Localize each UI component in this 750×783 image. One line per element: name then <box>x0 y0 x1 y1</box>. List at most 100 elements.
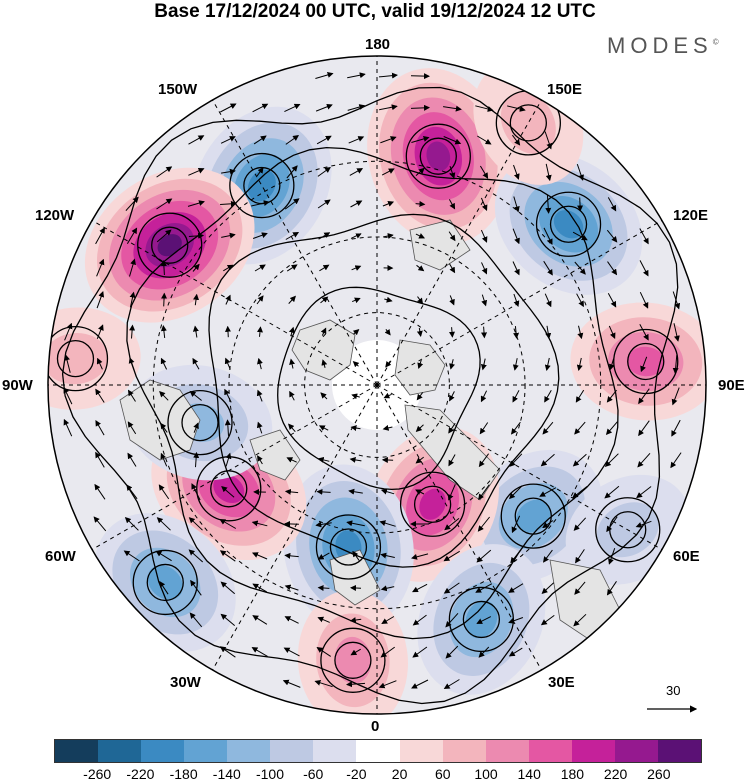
anomaly-contour-fill <box>626 346 665 377</box>
lon-label-150w: 150W <box>158 81 198 98</box>
colorbar-swatch <box>55 740 99 762</box>
wind-arrow <box>252 103 269 113</box>
wind-arrow <box>352 361 360 368</box>
wind-arrow <box>352 550 360 561</box>
wind-arrow <box>256 295 264 305</box>
closed-contour <box>627 342 665 381</box>
wind-arrow <box>608 325 616 340</box>
wind-arrow <box>123 550 140 562</box>
wind-arrow <box>608 358 615 371</box>
closed-contour <box>609 511 647 549</box>
wind-arrow <box>606 229 618 243</box>
colorbar-swatch <box>528 740 572 762</box>
wind-arrow <box>314 679 333 688</box>
wind-arrow <box>352 297 361 304</box>
wind-arrow <box>540 614 555 626</box>
wind-arrow <box>443 582 460 594</box>
anomaly-contour-fill <box>213 474 245 504</box>
wind-arrow <box>127 389 136 402</box>
colorbar-tick-label: 100 <box>474 766 498 782</box>
wind-arrow <box>544 357 551 371</box>
wind-arrow <box>513 196 520 213</box>
wind-arrow <box>317 616 330 623</box>
wind-arrow <box>639 228 649 245</box>
wind-arrow <box>317 199 331 209</box>
wind-arrow <box>507 105 526 112</box>
wind-arrow <box>448 454 456 467</box>
anomaly-contour-fill <box>157 234 182 257</box>
wind-arrow <box>573 613 587 627</box>
wind-arrow <box>220 103 237 113</box>
wind-arrow <box>411 553 429 560</box>
modes-logo: MODES© <box>607 33 719 59</box>
wind-arrow <box>192 263 200 272</box>
wind-arrow <box>541 582 555 594</box>
brand-mark: © <box>712 37 719 47</box>
wind-arrow <box>417 296 424 305</box>
wind-arrow <box>416 327 423 337</box>
closed-contour <box>229 152 295 219</box>
wind-arrow <box>415 456 425 464</box>
map-title: Base 17/12/2024 00 UTC, valid 19/12/2024… <box>154 1 596 22</box>
wind-arrow <box>638 420 650 437</box>
wind-arrow <box>317 552 330 560</box>
wind-arrow <box>96 258 105 277</box>
wind-arrow <box>190 579 202 596</box>
wind-arrow <box>545 195 552 214</box>
wind-arrow <box>513 326 520 339</box>
graticule <box>48 56 706 714</box>
wind-arrow <box>251 647 268 657</box>
wind-arrow <box>670 452 682 469</box>
wind-arrow <box>607 197 617 212</box>
closed-contour <box>181 403 219 442</box>
wind-arrow <box>448 231 456 242</box>
wind-arrow <box>416 264 425 272</box>
wind-arrow <box>577 197 584 212</box>
wind-arrow <box>93 516 107 532</box>
wind-arrow <box>673 323 680 342</box>
wind-arrow <box>352 329 360 336</box>
wind-arrow <box>540 453 555 467</box>
wind-arrow <box>509 453 523 467</box>
closed-contour <box>48 325 109 392</box>
wind-arrow <box>348 488 363 495</box>
wind-arrow <box>315 72 334 79</box>
wind-arrow <box>508 647 523 657</box>
wind-arrow <box>317 584 330 591</box>
wind-arrow <box>637 452 651 468</box>
wind-arrow <box>349 168 364 176</box>
wind-arrow <box>219 550 236 562</box>
wind-arrow <box>412 583 428 593</box>
wind-arrow <box>95 451 105 468</box>
colorbar-tick-label: 20 <box>391 766 408 782</box>
colorbar-swatch <box>356 740 400 762</box>
colorbar-tick-label: -180 <box>169 766 198 782</box>
wind-arrow <box>286 165 298 179</box>
wind-arrow <box>288 295 296 304</box>
polar-map <box>47 55 707 715</box>
wind-arrow <box>284 103 301 113</box>
wind-arrow <box>449 295 455 306</box>
lon-label-60w: 60W <box>45 548 76 565</box>
wind-arrow <box>478 453 490 468</box>
wind-arrow <box>476 616 492 624</box>
wind-arrow <box>187 200 205 207</box>
wind-arrow <box>253 135 267 145</box>
wind-arrow <box>224 325 231 338</box>
wind-arrow <box>671 419 681 437</box>
wind-arrow <box>129 258 136 277</box>
wind-arrow <box>412 614 427 626</box>
wind-arrow <box>411 679 429 689</box>
wind-arrow <box>256 326 263 337</box>
colorbar-swatch <box>184 740 228 762</box>
meridian <box>212 99 378 386</box>
colorbar-tick-label: 260 <box>647 766 671 782</box>
wind-arrow <box>257 357 263 370</box>
wind-arrow <box>636 486 652 499</box>
wind-arrow <box>604 485 620 499</box>
colorbar-swatch <box>270 740 314 762</box>
wind-arrow <box>188 135 205 145</box>
wind-arrow <box>480 390 488 403</box>
wind-arrow <box>606 581 617 596</box>
wind-arrow <box>638 388 650 405</box>
